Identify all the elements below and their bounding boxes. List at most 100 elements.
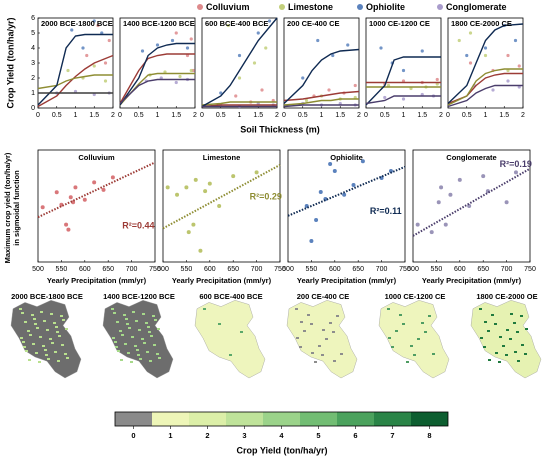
point <box>70 28 74 32</box>
map-patch <box>134 345 137 347</box>
x-tick-label: 500 <box>407 266 419 273</box>
point <box>174 80 178 85</box>
map-patch <box>428 315 431 317</box>
map-patch <box>20 337 23 339</box>
map-patch <box>115 346 118 348</box>
map-patch <box>514 351 517 353</box>
map-patch <box>50 313 53 315</box>
map-patch <box>61 344 64 346</box>
map-patch <box>119 330 122 332</box>
point <box>185 46 190 50</box>
point <box>436 200 441 205</box>
point <box>189 37 193 41</box>
colorbar-segment <box>300 412 337 426</box>
point <box>170 38 175 43</box>
map-patch <box>128 327 131 329</box>
top-x-label: Soil Thickness (m) <box>240 124 320 134</box>
colorbar-segment <box>152 412 189 426</box>
point <box>175 192 180 197</box>
colorbar-tick-label: 2 <box>205 431 209 440</box>
map-patch <box>521 344 524 346</box>
x-tick-label: 650 <box>102 266 114 273</box>
colorbar-tick-label: 3 <box>242 431 246 440</box>
point <box>328 162 333 166</box>
map-patch <box>131 336 134 338</box>
colorbar-tick-label: 0 <box>131 431 135 440</box>
point <box>186 230 191 235</box>
map-patch <box>424 331 427 333</box>
point <box>92 64 96 68</box>
map-patch <box>495 352 498 354</box>
map-patch <box>24 321 27 323</box>
x-tick-label: 2 <box>439 112 443 119</box>
map-patch <box>135 320 138 322</box>
top-y-label: Crop Yield (ton/ha/yr) <box>5 17 15 108</box>
map-patch <box>310 323 313 325</box>
map-patch <box>480 337 483 339</box>
point <box>107 38 111 43</box>
fit-curve <box>201 104 277 108</box>
map-patch <box>417 338 420 340</box>
point <box>231 174 236 179</box>
map-patch <box>340 353 343 355</box>
trend-line <box>162 164 281 230</box>
x-tick-label: 650 <box>227 266 239 273</box>
map-patch <box>388 337 391 339</box>
map-patch <box>46 329 49 331</box>
x-tick-label: 1 <box>320 112 324 119</box>
fit-curve <box>37 54 114 108</box>
fit-curve <box>447 84 523 108</box>
x-tick-label: 1.5 <box>171 112 181 119</box>
point <box>54 190 59 195</box>
map-patch <box>391 346 394 348</box>
point <box>504 200 509 205</box>
point <box>193 177 198 182</box>
point <box>234 94 238 98</box>
colorbar-segment <box>263 412 300 426</box>
x-axis-label: Yearly Precipitation (mm/yr) <box>297 276 397 285</box>
panel-title: 1800 CE-2000 CE <box>451 19 512 28</box>
point <box>66 227 71 232</box>
point <box>331 53 335 58</box>
map-patch <box>157 328 160 330</box>
panel-title: 200 CE-400 CE <box>287 19 340 28</box>
plot-frame <box>287 149 406 263</box>
point <box>81 46 85 50</box>
map-patch <box>321 354 324 356</box>
fit-curve <box>447 23 524 105</box>
fit-curve <box>283 48 360 105</box>
map-patch <box>54 351 57 353</box>
plot-frame <box>447 17 524 109</box>
map-patch <box>152 315 155 317</box>
point <box>165 185 170 190</box>
map-patch <box>229 354 232 356</box>
map-title: 200 CE-400 CE <box>297 292 350 301</box>
map-patch <box>158 357 161 359</box>
x-tick-label: 0 <box>282 112 286 119</box>
x-tick-label: 700 <box>251 266 263 273</box>
map-patch <box>142 313 145 315</box>
x-tick-label: 0 <box>364 112 368 119</box>
map-patch <box>51 342 54 344</box>
map-patch <box>45 354 48 356</box>
legend-marker <box>197 4 203 10</box>
x-tick-label: 550 <box>56 266 68 273</box>
map-patch <box>32 343 35 345</box>
map-patch <box>114 341 117 343</box>
r-squared: R²=0.11 <box>370 206 402 216</box>
legend-label: Conglomerate <box>446 2 507 12</box>
y-tick-label: 5 <box>31 30 35 37</box>
map-patch <box>121 334 124 336</box>
colorbar-segment <box>337 412 374 426</box>
point <box>401 68 406 73</box>
x-tick-label: 0 <box>36 112 40 119</box>
map-patch <box>311 352 314 354</box>
map-region <box>378 300 450 379</box>
map-patch <box>66 357 69 359</box>
x-tick-label: 750 <box>524 266 536 273</box>
panel-title: Conglomerate <box>446 153 496 162</box>
point <box>66 68 70 73</box>
map-patch <box>33 318 36 320</box>
map-patch <box>123 314 126 316</box>
